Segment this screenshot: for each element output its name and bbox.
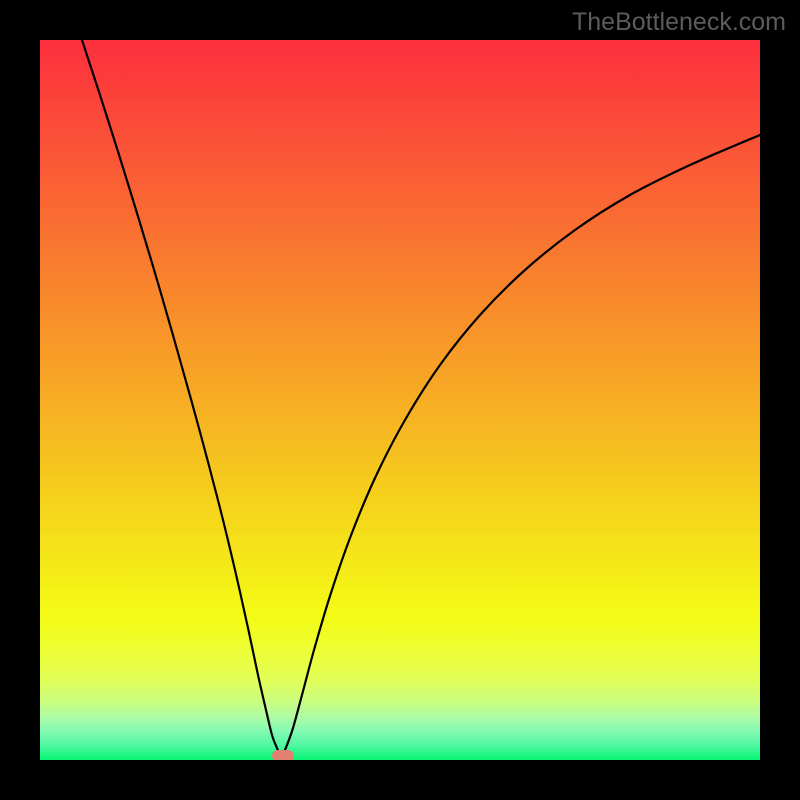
watermark-text: TheBottleneck.com: [572, 8, 786, 37]
border-bottom: [0, 760, 800, 800]
border-left: [0, 0, 40, 800]
border-right: [760, 0, 800, 800]
minimum-marker: [272, 750, 294, 760]
plot-area: [40, 40, 760, 760]
bottleneck-curve: [40, 40, 760, 760]
